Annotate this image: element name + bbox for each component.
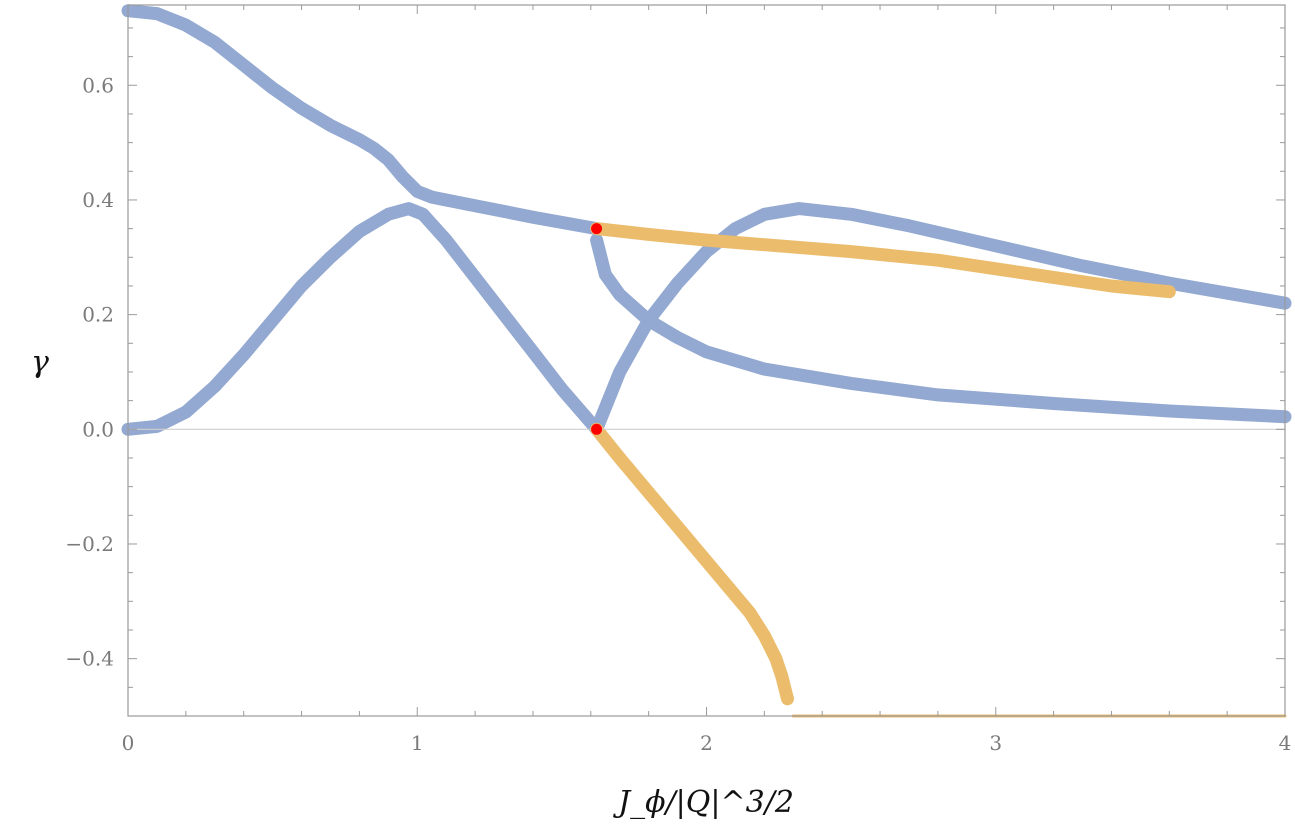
highlight-layer (591, 223, 603, 435)
y-tick-label: 0.0 (82, 417, 114, 441)
tick-layer (127, 5, 1286, 717)
series-line-5 (590, 222, 1176, 299)
x-tick-label: 1 (411, 731, 424, 755)
series-line-6 (590, 422, 794, 706)
y-tick-label: 0.2 (82, 303, 114, 327)
highlight-point-2 (591, 423, 603, 435)
highlight-point-1 (591, 223, 603, 235)
tick-label-layer: 0 1 2 3 4 −0.4 −0.2 0.0 0.2 0.4 0.6 (65, 73, 1291, 755)
y-tick-label: 0.4 (82, 188, 114, 212)
series-line-2 (121, 202, 604, 436)
series-line-3 (590, 202, 1292, 436)
y-tick-label: −0.4 (65, 647, 114, 671)
y-tick-label: 0.6 (82, 73, 114, 97)
x-tick-label: 3 (989, 731, 1002, 755)
x-tick-label: 4 (1279, 731, 1292, 755)
series-layer (121, 4, 1292, 718)
x-tick-label: 0 (122, 731, 135, 755)
series-line-4 (590, 233, 1292, 424)
y-tick-label: −0.2 (65, 532, 114, 556)
x-tick-label: 2 (700, 731, 713, 755)
series-line-1 (121, 4, 604, 236)
y-axis-label: γ (31, 345, 49, 380)
x-axis-label: J_ϕ/|Q|^3/2 (612, 785, 794, 820)
